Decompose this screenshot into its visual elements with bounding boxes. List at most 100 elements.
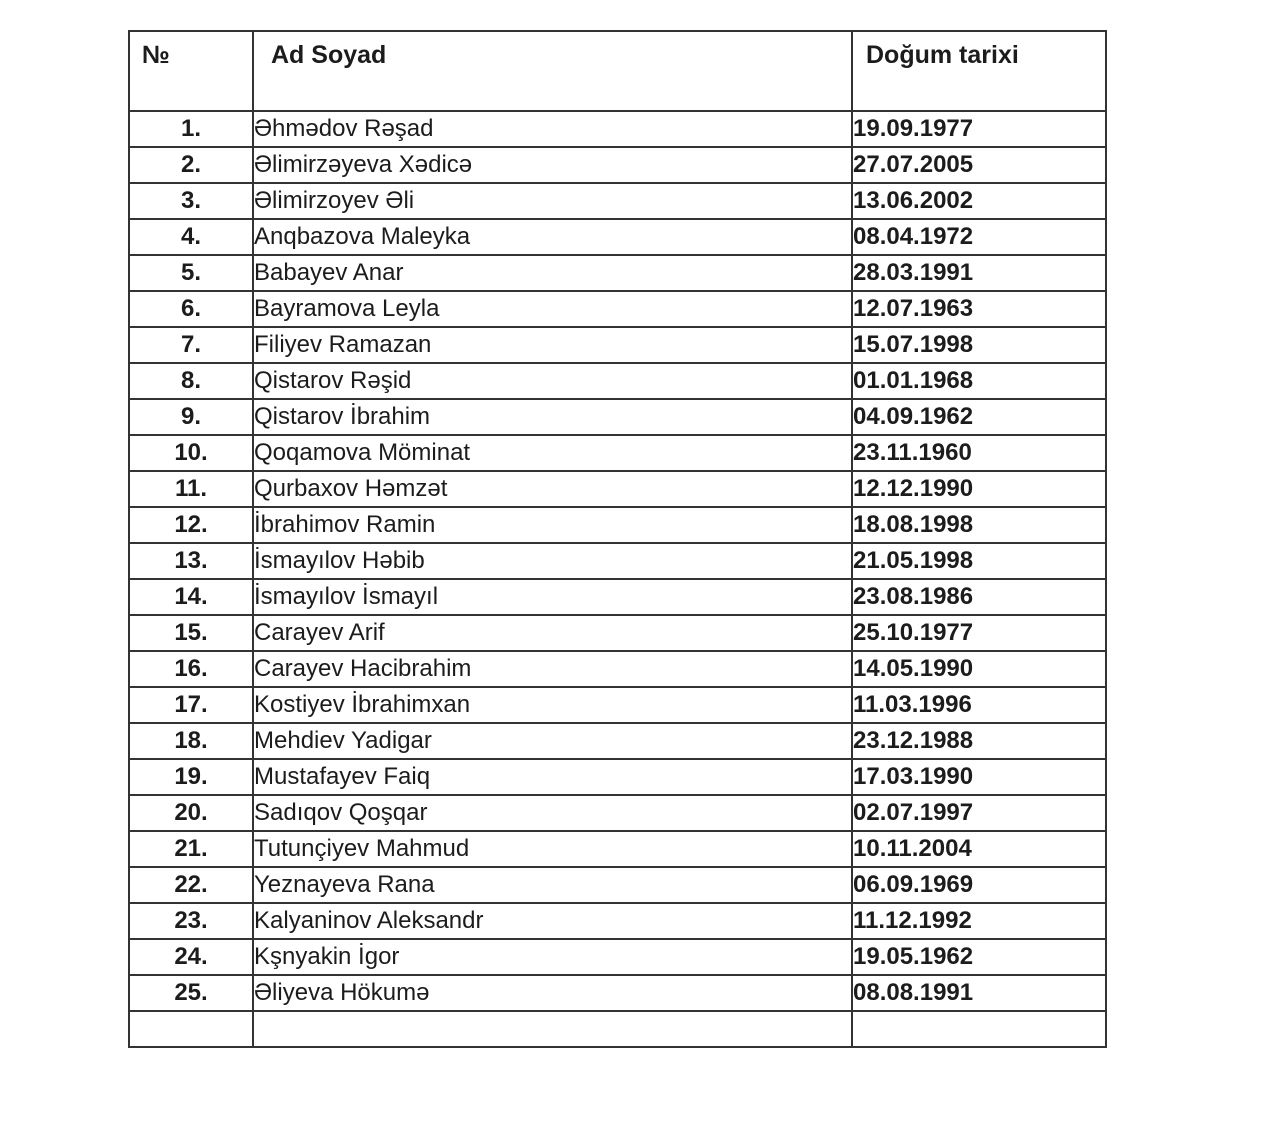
row-number-cell: 4.	[128, 218, 254, 256]
birthdate-cell: 13.06.2002	[851, 182, 1107, 220]
birthdate-cell: 12.07.1963	[851, 290, 1107, 328]
name-cell: Yeznayeva Rana	[252, 866, 853, 904]
row-number-cell: 18.	[128, 722, 254, 760]
birthdate-cell: 08.08.1991	[851, 974, 1107, 1012]
name-cell: Bayramova Leyla	[252, 290, 853, 328]
row-number-cell: 9.	[128, 398, 254, 436]
row-number-cell: 21.	[128, 830, 254, 868]
birthdate-cell	[851, 1010, 1107, 1048]
table-row: 24. Kşnyakin İgor 19.05.1962	[128, 938, 1107, 976]
birthdate-cell: 11.03.1996	[851, 686, 1107, 724]
name-cell: İsmayılov İsmayıl	[252, 578, 853, 616]
birthdate-cell: 19.09.1977	[851, 110, 1107, 148]
header-row: № Ad Soyad Doğum tarixi	[128, 30, 1107, 112]
birthdate-cell: 02.07.1997	[851, 794, 1107, 832]
row-number-cell: 15.	[128, 614, 254, 652]
table-row: 17. Kostiyev İbrahimxan 11.03.1996	[128, 686, 1107, 724]
table-row: 6. Bayramova Leyla 12.07.1963	[128, 290, 1107, 328]
name-cell: Tutunçiyev Mahmud	[252, 830, 853, 868]
name-cell: Mehdiev Yadigar	[252, 722, 853, 760]
name-cell: Əlimirzəyeva Xədicə	[252, 146, 853, 184]
birthdate-cell: 28.03.1991	[851, 254, 1107, 292]
name-cell: Qistarov Rəşid	[252, 362, 853, 400]
table-row: 13. İsmayılov Həbib 21.05.1998	[128, 542, 1107, 580]
row-number-cell: 22.	[128, 866, 254, 904]
name-cell: Əlimirzoyev Əli	[252, 182, 853, 220]
name-cell: Sadıqov Qoşqar	[252, 794, 853, 832]
table-row: 19. Mustafayev Faiq 17.03.1990	[128, 758, 1107, 796]
table-row: 14. İsmayılov İsmayıl 23.08.1986	[128, 578, 1107, 616]
birthdate-cell: 14.05.1990	[851, 650, 1107, 688]
table-row: 3. Əlimirzoyev Əli 13.06.2002	[128, 182, 1107, 220]
birthdate-cell: 10.11.2004	[851, 830, 1107, 868]
name-cell: Filiyev Ramazan	[252, 326, 853, 364]
table-row: 2. Əlimirzəyeva Xədicə 27.07.2005	[128, 146, 1107, 184]
row-number-cell: 20.	[128, 794, 254, 832]
table-row: 9. Qistarov İbrahim 04.09.1962	[128, 398, 1107, 436]
birthdate-cell: 21.05.1998	[851, 542, 1107, 580]
table-row: 12. İbrahimov Ramin 18.08.1998	[128, 506, 1107, 544]
row-number-cell: 2.	[128, 146, 254, 184]
birthdate-cell: 08.04.1972	[851, 218, 1107, 256]
birthdate-cell: 27.07.2005	[851, 146, 1107, 184]
row-number-cell: 6.	[128, 290, 254, 328]
row-number-cell: 10.	[128, 434, 254, 472]
birthdate-cell: 01.01.1968	[851, 362, 1107, 400]
table-row: 18. Mehdiev Yadigar 23.12.1988	[128, 722, 1107, 760]
row-number-cell: 25.	[128, 974, 254, 1012]
table-row: 16. Carayev Hacibrahim 14.05.1990	[128, 650, 1107, 688]
table-row: 15. Carayev Arif 25.10.1977	[128, 614, 1107, 652]
row-number-cell: 1.	[128, 110, 254, 148]
row-number-cell: 17.	[128, 686, 254, 724]
table-row: 20. Sadıqov Qoşqar 02.07.1997	[128, 794, 1107, 832]
table-row: 21. Tutunçiyev Mahmud 10.11.2004	[128, 830, 1107, 868]
row-number-cell: 19.	[128, 758, 254, 796]
birthdate-cell: 06.09.1969	[851, 866, 1107, 904]
name-cell: Anqbazova Maleyka	[252, 218, 853, 256]
name-cell: Qurbaxov Həmzət	[252, 470, 853, 508]
birthdate-cell: 23.11.1960	[851, 434, 1107, 472]
birthdate-cell: 12.12.1990	[851, 470, 1107, 508]
table-row: 23. Kalyaninov Aleksandr 11.12.1992	[128, 902, 1107, 940]
birthdate-cell: 23.08.1986	[851, 578, 1107, 616]
birthdate-cell: 15.07.1998	[851, 326, 1107, 364]
row-number-cell	[128, 1010, 254, 1048]
birthdate-cell: 17.03.1990	[851, 758, 1107, 796]
name-cell: Kşnyakin İgor	[252, 938, 853, 976]
row-number-cell: 24.	[128, 938, 254, 976]
row-number-cell: 12.	[128, 506, 254, 544]
name-cell	[252, 1010, 853, 1048]
row-number-cell: 7.	[128, 326, 254, 364]
row-number-cell: 16.	[128, 650, 254, 688]
name-cell: Kalyaninov Aleksandr	[252, 902, 853, 940]
table-row: 25. Əliyeva Hökumə 08.08.1991	[128, 974, 1107, 1012]
name-cell: İbrahimov Ramin	[252, 506, 853, 544]
row-number-cell: 11.	[128, 470, 254, 508]
name-cell: Kostiyev İbrahimxan	[252, 686, 853, 724]
birthdate-cell: 19.05.1962	[851, 938, 1107, 976]
row-number-cell: 14.	[128, 578, 254, 616]
table-row: 1. Əhmədov Rəşad 19.09.1977	[128, 110, 1107, 148]
name-cell: Babayev Anar	[252, 254, 853, 292]
birthdate-cell: 18.08.1998	[851, 506, 1107, 544]
table-row: 22. Yeznayeva Rana 06.09.1969	[128, 866, 1107, 904]
birthdate-cell: 25.10.1977	[851, 614, 1107, 652]
row-number-cell: 13.	[128, 542, 254, 580]
column-header-name: Ad Soyad	[252, 30, 853, 112]
name-cell: Carayev Hacibrahim	[252, 650, 853, 688]
column-header-number: №	[128, 30, 254, 112]
name-cell: Əhmədov Rəşad	[252, 110, 853, 148]
birthdate-cell: 11.12.1992	[851, 902, 1107, 940]
row-number-cell: 5.	[128, 254, 254, 292]
name-cell: Qoqamova Möminat	[252, 434, 853, 472]
name-cell: Carayev Arif	[252, 614, 853, 652]
name-cell: Qistarov İbrahim	[252, 398, 853, 436]
name-cell: İsmayılov Həbib	[252, 542, 853, 580]
name-cell: Əliyeva Hökumə	[252, 974, 853, 1012]
table-row: 11. Qurbaxov Həmzət 12.12.1990	[128, 470, 1107, 508]
table-row: 8. Qistarov Rəşid 01.01.1968	[128, 362, 1107, 400]
table-row: 4. Anqbazova Maleyka 08.04.1972	[128, 218, 1107, 256]
persons-table: № Ad Soyad Doğum tarixi 1. Əhmədov Rəşad 1…	[128, 30, 1107, 1048]
birthdate-cell: 04.09.1962	[851, 398, 1107, 436]
